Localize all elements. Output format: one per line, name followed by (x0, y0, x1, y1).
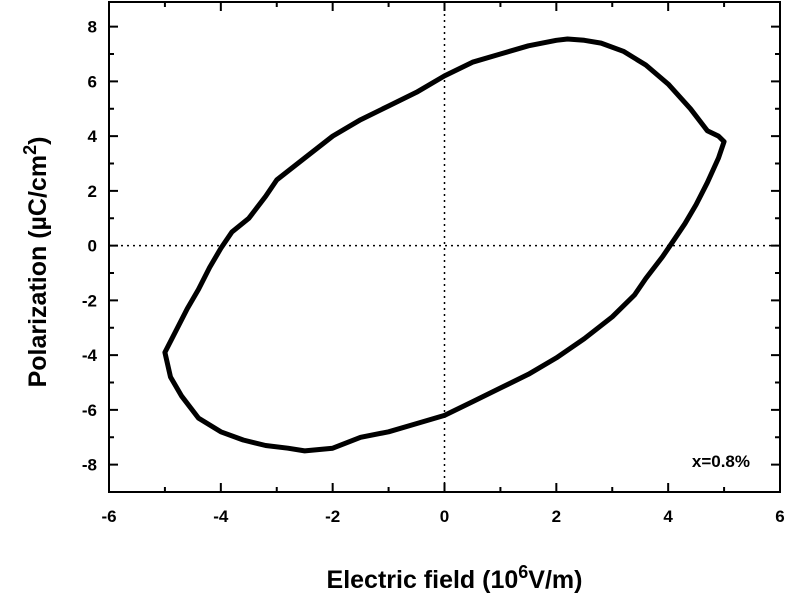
x-tick-label: -6 (101, 507, 116, 526)
x-axis-title: Electric field (106V/m) (327, 562, 583, 594)
y-tick-label: 2 (88, 182, 97, 201)
plot-frame (108, 1, 781, 493)
x-axis-title-main: Electric field ( (327, 566, 492, 594)
x-tick-label: 0 (440, 507, 449, 526)
x-axis-title-base: 10 (490, 566, 518, 594)
x-tick-label: -2 (325, 507, 340, 526)
x-axis-title-unit: V/m) (528, 566, 582, 594)
y-axis-title-mu: µ (24, 216, 52, 230)
x-tick-label: -4 (213, 507, 229, 526)
x-tick-label: 6 (775, 507, 784, 526)
y-tick-label: 8 (88, 18, 97, 37)
y-axis-title: Polarization (µC/cm2) (20, 137, 52, 388)
axis-tick-labels: -6 -4 -2 0 2 4 6 -8 -6 -4 -2 0 2 4 6 8 (82, 18, 785, 526)
x-tick-label: 4 (663, 507, 673, 526)
y-tick-label: -2 (82, 291, 97, 310)
y-tick-label: 6 (88, 72, 97, 91)
y-axis-title-close: ) (24, 137, 52, 145)
y-axis-title-unit: C/cm (24, 155, 52, 216)
y-tick-label: -4 (82, 346, 98, 365)
x-axis-title-superscript: 6 (518, 562, 528, 582)
y-tick-label: -8 (82, 456, 97, 475)
y-tick-label: 4 (88, 127, 98, 146)
composition-annotation: x=0.8% (692, 452, 750, 471)
x-tick-label: 2 (552, 507, 561, 526)
hysteresis-loop-line (162, 36, 727, 454)
y-tick-label: -6 (82, 401, 97, 420)
y-axis-title-superscript: 2 (20, 145, 40, 155)
y-tick-label: 0 (88, 237, 97, 256)
y-axis-title-main: Polarization ( (24, 230, 52, 388)
